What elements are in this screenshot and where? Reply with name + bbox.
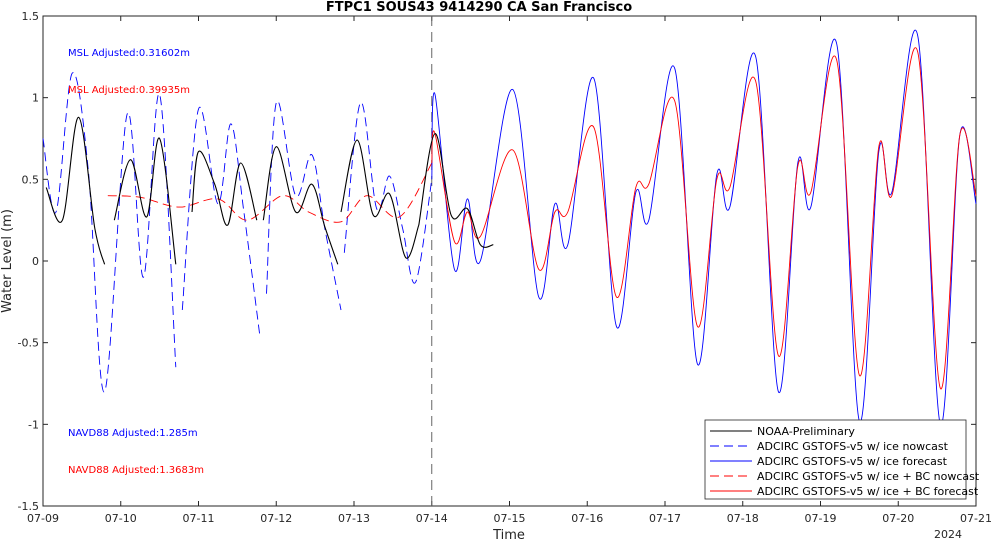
annotation-0: MSL Adjusted:0.31602m [68, 48, 190, 59]
y-tick-label: 1.5 [22, 10, 40, 23]
x-tick-label: 07-12 [260, 512, 292, 525]
x-axis-label: Time [492, 528, 525, 541]
series-line-noaa-preliminary-seg-4 [340, 139, 420, 259]
x-tick-label: 07-15 [494, 512, 526, 525]
y-axis-ticks: -1.5 -1 -0.5 0 0.5 1 1.5 [18, 10, 976, 513]
y-tick-label: -0.5 [18, 337, 39, 350]
legend-entry: ADCIRC GSTOFS-v5 w/ ice nowcast [757, 440, 949, 453]
series-line-adcirc-gstofs-v5-w-ice-bc-forecast [431, 47, 977, 389]
chart-title: FTPC1 SOUS43 9414290 CA San Francisco [326, 0, 632, 15]
legend-entry: NOAA-Preliminary [757, 425, 855, 438]
annotation-3: NAVD88 Adjusted:1.3683m [68, 465, 204, 476]
legend-entry: ADCIRC GSTOFS-v5 w/ ice + BC forecast [757, 485, 979, 498]
series-line-adcirc-gstofs-v5-w-ice-nowcast-seg-1 [181, 106, 261, 338]
y-tick-label: -1 [28, 418, 39, 431]
legend-box [704, 419, 967, 500]
series-line-adcirc-gstofs-v5-w-ice-nowcast-seg-0 [42, 72, 177, 393]
y-tick-label: -1.5 [18, 500, 39, 513]
annotation-2: NAVD88 Adjusted:1.285m [68, 428, 198, 439]
x-tick-label: 07-18 [727, 512, 759, 525]
annotations: MSL Adjusted:0.31602m MSL Adjusted:0.3993… [68, 48, 204, 476]
y-tick-label: 1 [32, 92, 39, 105]
series-line-adcirc-gstofs-v5-w-ice-forecast [431, 29, 977, 426]
series-line-noaa-preliminary-seg-5 [418, 133, 494, 248]
series-line-noaa-preliminary-seg-2 [191, 150, 258, 226]
series-line-noaa-preliminary-seg-1 [113, 137, 177, 265]
series-line-noaa-preliminary-seg-3 [262, 146, 339, 265]
series-line-adcirc-gstofs-v5-w-ice-nowcast-seg-3 [343, 102, 433, 284]
x-tick-label: 07-20 [882, 512, 914, 525]
series-line-adcirc-gstofs-v5-w-ice-bc-nowcast [107, 162, 433, 223]
legend: NOAA-Preliminary ADCIRC GSTOFS-v5 w/ ice … [704, 419, 980, 500]
y-tick-label: 0.5 [22, 173, 40, 186]
x-tick-label: 07-10 [105, 512, 137, 525]
x-tick-label: 07-16 [571, 512, 603, 525]
x-tick-label: 07-09 [27, 512, 59, 525]
x-tick-label: 07-14 [416, 512, 448, 525]
year-label: 2024 [934, 528, 962, 541]
y-tick-label: 0 [32, 255, 39, 268]
x-tick-label: 07-11 [183, 512, 215, 525]
legend-entry: ADCIRC GSTOFS-v5 w/ ice + BC nowcast [757, 470, 980, 483]
x-tick-label: 07-19 [805, 512, 837, 525]
x-tick-label: 07-13 [338, 512, 370, 525]
x-axis-ticks: 07-09 07-10 07-11 07-12 07-13 07-14 07-15 07-16… [27, 16, 992, 525]
annotation-1: MSL Adjusted:0.39935m [68, 85, 190, 96]
x-tick-label: 07-21 [960, 512, 992, 525]
x-tick-label: 07-17 [649, 512, 681, 525]
legend-entry: ADCIRC GSTOFS-v5 w/ ice forecast [757, 455, 948, 468]
series-layer [42, 29, 977, 426]
y-axis-label: Water Level (m) [0, 209, 15, 313]
series-line-noaa-preliminary-seg-0 [45, 116, 106, 265]
series-line-adcirc-gstofs-v5-w-ice-nowcast-seg-2 [266, 100, 342, 311]
